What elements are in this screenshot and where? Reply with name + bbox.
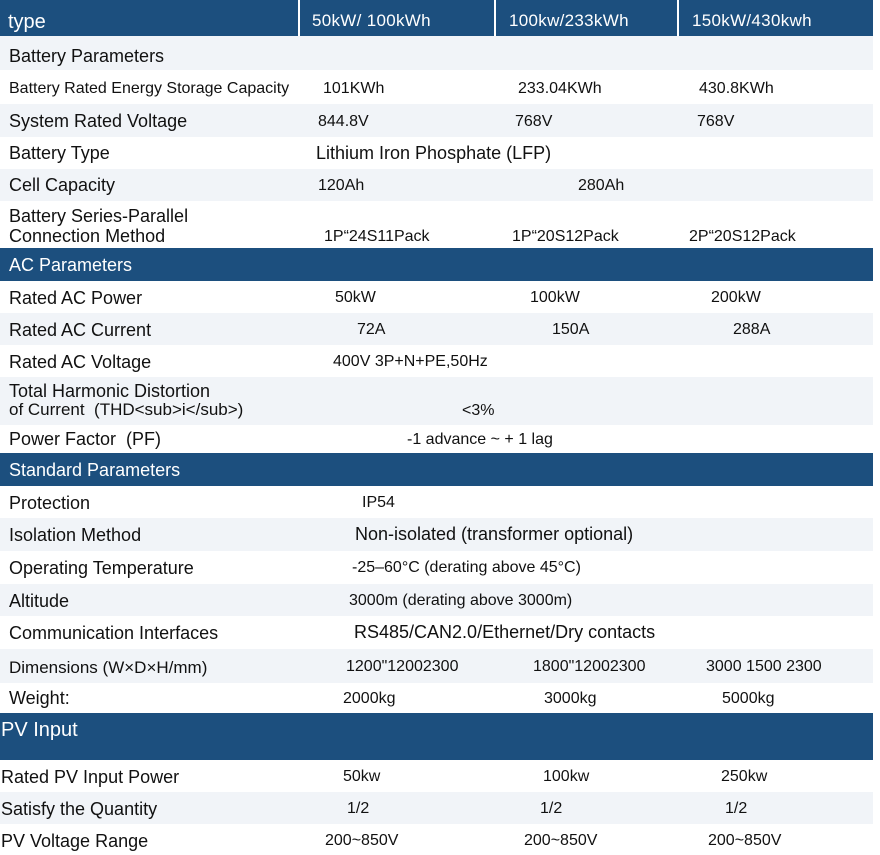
row-label: Connection Method xyxy=(9,226,166,246)
row-value: 200kW xyxy=(711,289,761,306)
row-value: 50kW xyxy=(335,289,376,306)
row-value: 768V xyxy=(515,113,553,130)
row-label: Weight: xyxy=(9,688,70,708)
row-value: 2P“20S12Pack xyxy=(689,228,796,245)
row-label: System Rated Voltage xyxy=(9,111,188,131)
row-label: Battery Rated Energy Storage Capacity xyxy=(9,80,290,97)
row-value: 844.8V xyxy=(318,113,369,130)
header-config-2: 100kw/233kWh xyxy=(509,11,629,30)
row-value: 100kw xyxy=(543,768,590,785)
row-value: 3000kg xyxy=(544,690,597,707)
table-row: Rated PV Input Power 50kw 100kw 250kw xyxy=(0,760,873,792)
row-value: 768V xyxy=(697,113,735,130)
row-value: <3% xyxy=(462,402,495,419)
row-value: RS485/CAN2.0/Ethernet/Dry contacts xyxy=(354,622,656,642)
row-value: 200~850V xyxy=(325,832,399,849)
header-divider xyxy=(677,0,679,36)
table-header: type 50kW/ 100kWh 100kw/233kWh 150kW/430… xyxy=(0,0,873,36)
row-value: 5000kg xyxy=(722,690,775,707)
row-value: 100kW xyxy=(530,289,580,306)
row-value: 233.04KWh xyxy=(518,80,602,97)
table-row: Satisfy the Quantity 1/2 1/2 1/2 xyxy=(0,792,873,824)
section-title: Battery Parameters xyxy=(9,46,165,66)
header-type-label: type xyxy=(8,11,46,33)
row-label: Total Harmonic Distortion xyxy=(9,381,211,401)
table-row: Cell Capacity 120Ah 280Ah xyxy=(0,169,873,201)
row-label: Dimensions (W×D×H/mm) xyxy=(9,658,208,677)
row-value: 1800"12002300 xyxy=(533,658,646,675)
section-title: PV Input xyxy=(1,719,78,741)
header-config-3: 150kW/430kwh xyxy=(692,11,812,30)
row-label: Altitude xyxy=(9,591,70,611)
table-row: Isolation Method Non-isolated (transform… xyxy=(0,518,873,551)
row-value: 200~850V xyxy=(708,832,782,849)
row-label: Rated AC Voltage xyxy=(9,352,152,372)
row-value: 1P“20S12Pack xyxy=(512,228,619,245)
row-value: 50kw xyxy=(343,768,381,785)
table-row: Rated AC Power 50kW 100kW 200kW xyxy=(0,281,873,313)
table-row: Communication Interfaces RS485/CAN2.0/Et… xyxy=(0,616,873,649)
row-value: 280Ah xyxy=(578,177,625,194)
section-title: AC Parameters xyxy=(9,255,133,275)
section-header-standard: Standard Parameters xyxy=(0,453,873,486)
row-value: 1P“24S11Pack xyxy=(324,228,430,245)
row-label: Rated AC Current xyxy=(9,320,152,340)
row-value: 3000 1500 2300 xyxy=(706,658,822,675)
section-title-battery: Battery Parameters xyxy=(0,36,873,70)
table-row: Protection IP54 xyxy=(0,486,873,518)
table-row: Dimensions (W×D×H/mm) 1200"12002300 1800… xyxy=(0,649,873,683)
row-value: 3000m (derating above 3000m) xyxy=(349,592,573,609)
table-row: Battery Type Lithium Iron Phosphate (LFP… xyxy=(0,137,873,169)
row-label: Isolation Method xyxy=(9,525,142,545)
table-row: PV Voltage Range 200~850V 200~850V 200~8… xyxy=(0,824,873,855)
row-value: 250kw xyxy=(721,768,768,785)
table-row: Weight: 2000kg 3000kg 5000kg xyxy=(0,683,873,713)
section-header-pv: PV Input xyxy=(0,713,873,760)
table-row: Operating Temperature -25–60°C (derating… xyxy=(0,551,873,584)
row-label: of Current (THD<sub>i</sub>) xyxy=(9,400,244,419)
row-value: 1/2 xyxy=(725,800,748,817)
row-value: 430.8KWh xyxy=(699,80,774,97)
row-label: Operating Temperature xyxy=(9,558,194,578)
row-value: -25–60°C (derating above 45°C) xyxy=(352,559,581,576)
row-label: Rated AC Power xyxy=(9,288,143,308)
table-row: Battery Rated Energy Storage Capacity 10… xyxy=(0,71,873,105)
row-label: PV Voltage Range xyxy=(1,831,149,851)
row-label: Satisfy the Quantity xyxy=(1,799,158,819)
row-value: 120Ah xyxy=(318,177,365,194)
table-row: Battery Series-Parallel Connection Metho… xyxy=(0,201,873,248)
section-title: Standard Parameters xyxy=(9,460,181,480)
row-label: Battery Type xyxy=(9,143,110,163)
table-row: System Rated Voltage 844.8V 768V 768V xyxy=(0,104,873,137)
row-label: Protection xyxy=(9,493,91,513)
row-value: 2000kg xyxy=(343,690,396,707)
row-value: 150A xyxy=(552,321,590,338)
row-value: 1/2 xyxy=(540,800,563,817)
header-config-1: 50kW/ 100kWh xyxy=(312,11,431,30)
row-label: Battery Series-Parallel xyxy=(9,206,189,226)
row-value: 400V 3P+N+PE,50Hz xyxy=(333,353,488,370)
row-label: Cell Capacity xyxy=(9,175,116,195)
row-label: Communication Interfaces xyxy=(9,623,219,643)
row-value: 72A xyxy=(357,321,386,338)
table-row: Rated AC Voltage 400V 3P+N+PE,50Hz xyxy=(0,345,873,377)
row-value: 101KWh xyxy=(323,80,385,97)
row-value: 200~850V xyxy=(524,832,598,849)
row-value: Lithium Iron Phosphate (LFP) xyxy=(316,143,552,163)
row-value: IP54 xyxy=(362,494,395,511)
row-value: Non-isolated (transformer optional) xyxy=(355,524,634,544)
section-header-ac: AC Parameters xyxy=(0,248,873,281)
row-label: Rated PV Input Power xyxy=(1,767,180,787)
table-row: Total Harmonic Distortion of Current (TH… xyxy=(0,377,873,425)
row-value: 1/2 xyxy=(347,800,370,817)
row-label: Power Factor (PF) xyxy=(9,429,162,449)
header-divider xyxy=(298,0,300,36)
row-value: -1 advance ~ + 1 lag xyxy=(407,431,553,448)
table-row: Altitude 3000m (derating above 3000m) xyxy=(0,584,873,616)
table-row: Rated AC Current 72A 150A 288A xyxy=(0,313,873,345)
row-value: 1200"12002300 xyxy=(346,658,459,675)
table-row: Power Factor (PF) -1 advance ~ + 1 lag xyxy=(0,425,873,453)
row-value: 288A xyxy=(733,321,771,338)
header-divider xyxy=(494,0,496,36)
